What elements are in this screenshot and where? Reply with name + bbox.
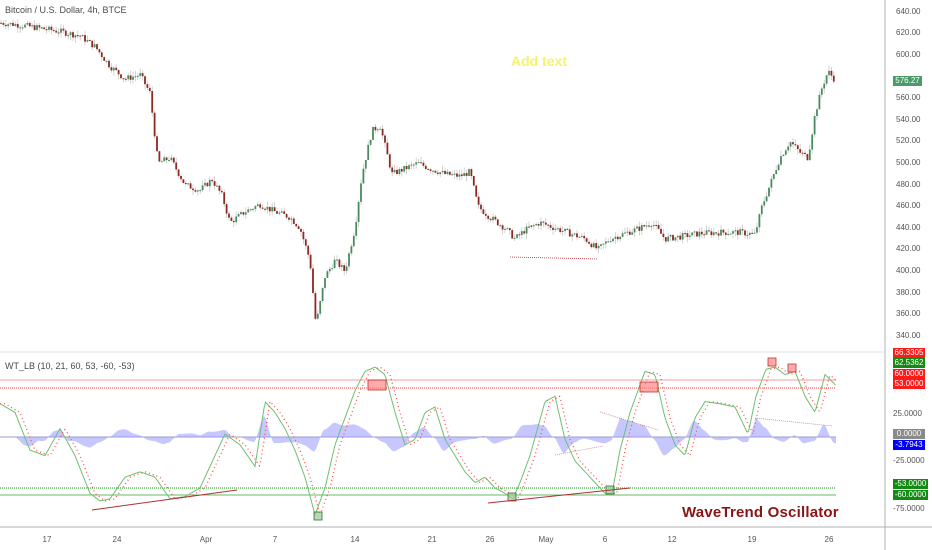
price-tick-label: 640.00 (896, 7, 921, 16)
time-tick-label: 6 (602, 535, 608, 544)
oscillator-value-badge: 62.5362 (893, 358, 925, 368)
time-tick-label: 7 (272, 535, 278, 544)
time-tick-label: 26 (824, 535, 834, 544)
price-tick-label: 360.00 (896, 309, 921, 318)
price-tick-label: 400.00 (896, 266, 921, 275)
indicator-title[interactable]: WT_LB (10, 21, 60, 53, -60, -53) (5, 361, 135, 371)
oscillator-value-badge: 66.3305 (893, 348, 925, 358)
price-tick-label: 460.00 (896, 201, 921, 210)
oscillator-value-badge: 53.0000 (893, 379, 925, 389)
last-price-badge: 576.27 (893, 76, 922, 86)
time-tick-label: 12 (667, 535, 677, 544)
price-tick-label: 480.00 (896, 180, 921, 189)
oscillator-value-badge: 0.0000 (893, 429, 925, 439)
price-tick-label: 500.00 (896, 158, 921, 167)
price-tick-label: 620.00 (896, 28, 921, 37)
oscillator-tick-label: -25.0000 (893, 456, 925, 465)
oscillator-value-badge: -3.7943 (893, 440, 925, 450)
time-tick-label: 17 (42, 535, 52, 544)
oscillator-tick-label: -75.0000 (893, 504, 925, 513)
price-tick-label: 560.00 (896, 93, 921, 102)
price-tick-label: 380.00 (896, 288, 921, 297)
time-tick-label: 24 (112, 535, 122, 544)
time-tick-label: 21 (427, 535, 437, 544)
add-text-annotation[interactable]: Add text (511, 53, 567, 69)
time-tick-label: 26 (485, 535, 495, 544)
price-tick-label: 440.00 (896, 223, 921, 232)
price-tick-label: 420.00 (896, 244, 921, 253)
price-tick-label: 340.00 (896, 331, 921, 340)
time-tick-label: 14 (350, 535, 360, 544)
time-tick-label: Apr (199, 535, 213, 544)
oscillator-label-annotation[interactable]: WaveTrend Oscillator (682, 504, 839, 521)
time-tick-label: 19 (747, 535, 757, 544)
candles (0, 19, 835, 320)
oscillator-value-badge: -53.0000 (893, 479, 928, 489)
price-tick-label: 540.00 (896, 115, 921, 124)
oscillator-value-badge: -60.0000 (893, 490, 928, 500)
price-tick-label: 600.00 (896, 50, 921, 59)
price-tick-label: 520.00 (896, 136, 921, 145)
oscillator-tick-label: 25.0000 (893, 409, 922, 418)
time-tick-label: May (538, 535, 554, 544)
oscillator-value-badge: 60.0000 (893, 369, 925, 379)
symbol-title[interactable]: Bitcoin / U.S. Dollar, 4h, BTCE (5, 5, 127, 15)
